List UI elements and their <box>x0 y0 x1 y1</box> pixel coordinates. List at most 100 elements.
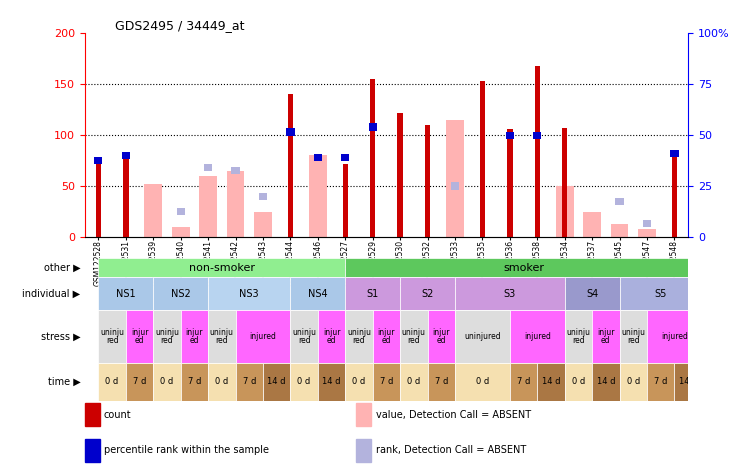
Bar <box>428 310 455 363</box>
Bar <box>153 310 180 363</box>
Text: 0 d: 0 d <box>407 377 420 386</box>
Bar <box>533 131 542 139</box>
Bar <box>565 363 592 401</box>
Bar <box>638 229 656 237</box>
Bar <box>180 310 208 363</box>
Bar <box>455 310 510 363</box>
Bar <box>263 363 291 401</box>
Bar <box>672 154 677 237</box>
Text: uninju
red: uninju red <box>155 328 179 345</box>
Bar <box>342 154 350 161</box>
Bar <box>611 224 629 237</box>
Text: injur
ed: injur ed <box>378 328 395 345</box>
Text: S2: S2 <box>422 289 434 299</box>
Text: 7 d: 7 d <box>434 377 448 386</box>
Text: 14 d: 14 d <box>322 377 341 386</box>
Bar <box>345 310 372 363</box>
Text: 0 d: 0 d <box>626 377 640 386</box>
Bar <box>231 167 240 174</box>
Bar <box>370 79 375 237</box>
Bar <box>236 310 291 363</box>
Bar <box>507 129 512 237</box>
Bar <box>94 157 102 164</box>
Bar <box>620 363 647 401</box>
Text: 0 d: 0 d <box>105 377 118 386</box>
Text: uninju
red: uninju red <box>621 328 645 345</box>
Bar <box>446 120 464 237</box>
Bar <box>99 277 153 310</box>
Bar <box>96 164 101 237</box>
Bar <box>510 363 537 401</box>
Text: 14 d: 14 d <box>267 377 286 386</box>
Text: 0 d: 0 d <box>475 377 489 386</box>
Bar <box>99 363 126 401</box>
Text: 7 d: 7 d <box>654 377 668 386</box>
Bar <box>356 403 372 426</box>
Bar <box>670 150 679 157</box>
Text: injur
ed: injur ed <box>433 328 450 345</box>
Bar <box>425 125 431 237</box>
Text: 0 d: 0 d <box>353 377 366 386</box>
Bar <box>369 123 377 130</box>
Text: 0 d: 0 d <box>215 377 228 386</box>
Bar <box>99 258 345 277</box>
Bar <box>177 208 185 215</box>
Bar <box>592 310 620 363</box>
Bar <box>123 153 129 237</box>
Bar <box>208 363 236 401</box>
Bar <box>397 113 403 237</box>
Bar <box>227 171 244 237</box>
Bar <box>345 363 372 401</box>
Text: 7 d: 7 d <box>380 377 393 386</box>
Text: S1: S1 <box>367 289 379 299</box>
Bar <box>291 310 318 363</box>
Bar <box>342 164 348 237</box>
Bar <box>356 439 372 462</box>
Text: uninju
red: uninju red <box>210 328 234 345</box>
Text: NS3: NS3 <box>239 289 259 299</box>
Bar <box>153 277 208 310</box>
Text: uninju
red: uninju red <box>402 328 426 345</box>
Bar <box>254 211 272 237</box>
Text: NS1: NS1 <box>116 289 135 299</box>
Bar <box>455 277 565 310</box>
Bar <box>565 277 620 310</box>
Text: 7 d: 7 d <box>517 377 530 386</box>
Bar <box>286 128 294 136</box>
Text: 7 d: 7 d <box>243 377 256 386</box>
Bar <box>620 310 647 363</box>
Bar <box>615 198 623 205</box>
Bar <box>144 184 162 237</box>
Text: 14 d: 14 d <box>597 377 615 386</box>
Bar <box>537 363 565 401</box>
Bar <box>121 152 130 159</box>
Text: injured: injured <box>250 332 277 341</box>
Bar <box>85 439 100 462</box>
Bar <box>318 310 345 363</box>
Text: injur
ed: injur ed <box>323 328 340 345</box>
Bar <box>291 363 318 401</box>
Text: S4: S4 <box>586 289 598 299</box>
Bar <box>259 192 267 200</box>
Text: individual ▶: individual ▶ <box>22 289 80 299</box>
Text: injur
ed: injur ed <box>131 328 148 345</box>
Text: percentile rank within the sample: percentile rank within the sample <box>104 445 269 456</box>
Text: 7 d: 7 d <box>132 377 146 386</box>
Bar <box>126 363 153 401</box>
Bar <box>318 363 345 401</box>
Bar <box>647 310 702 363</box>
Bar <box>288 94 293 237</box>
Text: GDS2495 / 34449_at: GDS2495 / 34449_at <box>115 19 244 32</box>
Text: NS2: NS2 <box>171 289 191 299</box>
Text: uninju
red: uninju red <box>292 328 316 345</box>
Bar <box>674 363 702 401</box>
Text: S5: S5 <box>654 289 667 299</box>
Bar <box>309 155 327 237</box>
Text: 0 d: 0 d <box>297 377 311 386</box>
Bar <box>534 66 540 237</box>
Bar <box>428 363 455 401</box>
Bar <box>620 277 702 310</box>
Text: 14 d: 14 d <box>679 377 698 386</box>
Bar <box>556 186 573 237</box>
Bar <box>562 128 567 237</box>
